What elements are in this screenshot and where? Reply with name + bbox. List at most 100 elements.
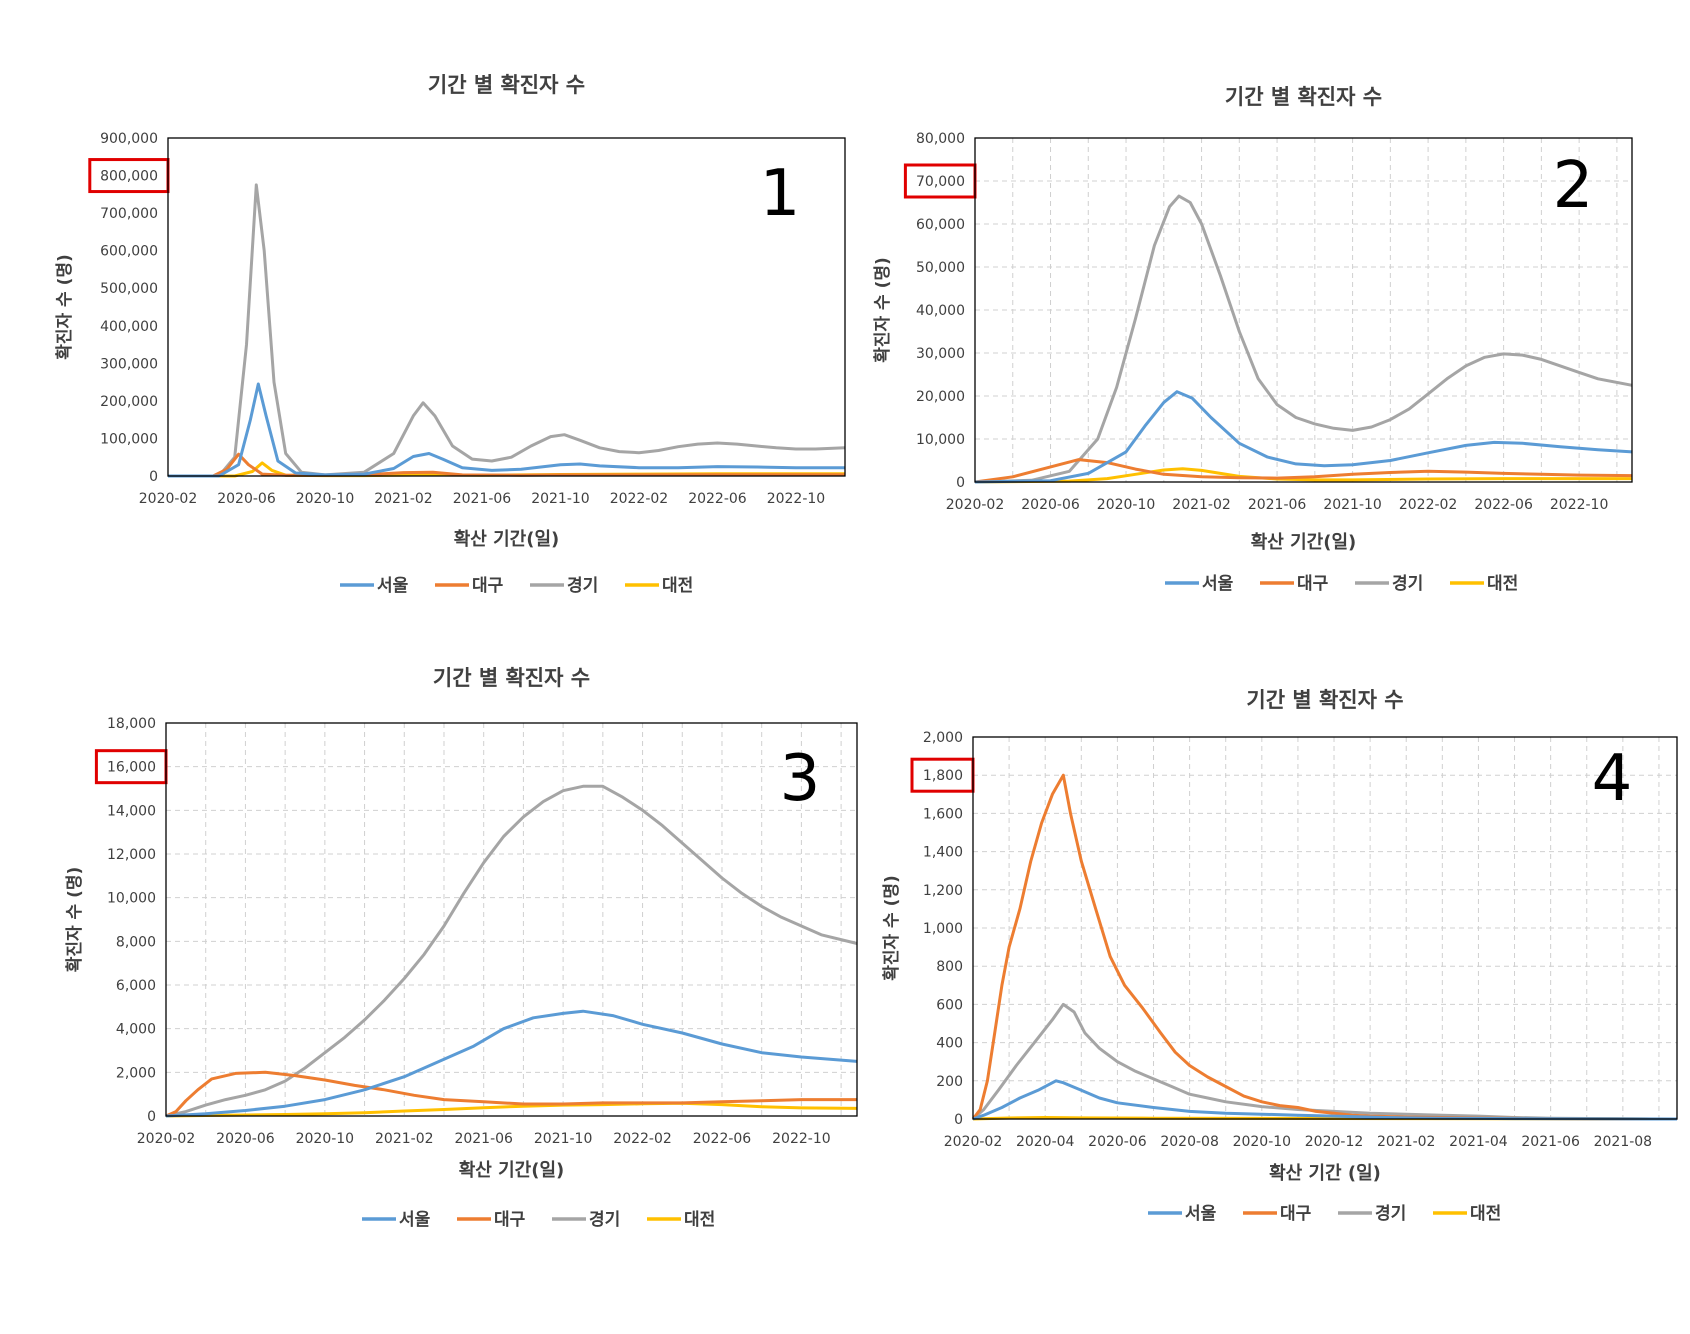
x-axis-label: 확산 기간 (일) <box>1269 1163 1381 1184</box>
legend-label: 경기 <box>567 576 598 596</box>
legend-label: 대구 <box>472 576 504 596</box>
y-tick-label: 0 <box>147 1109 156 1125</box>
legend-label: 대전 <box>662 576 693 596</box>
y-tick-label: 1,600 <box>923 806 963 822</box>
x-tick-label: 2021-06 <box>454 1131 513 1147</box>
x-axis-label: 확산 기간(일) <box>459 1160 565 1181</box>
y-tick-label: 900,000 <box>100 131 158 147</box>
y-tick-label: 60,000 <box>916 217 965 233</box>
x-tick-label: 2021-02 <box>374 491 433 507</box>
y-tick-label: 400 <box>936 1036 963 1052</box>
y-tick-label: 300,000 <box>100 356 158 372</box>
x-tick-label: 2021-06 <box>1521 1134 1580 1150</box>
x-tick-label: 2021-10 <box>534 1131 593 1147</box>
y-tick-label: 40,000 <box>916 303 965 319</box>
x-tick-label: 2021-02 <box>375 1131 434 1147</box>
chart-panel-1: 기간 별 확진자 수 0 100,000 200,000 300,000 400,000 5… <box>55 73 845 596</box>
y-tick-label: 6,000 <box>116 978 156 994</box>
legend-label: 서울 <box>399 1210 431 1230</box>
y-tick-label: 2,000 <box>116 1065 156 1081</box>
panel-number: 2 <box>1553 149 1594 223</box>
x-tick-label: 2021-02 <box>1172 497 1231 513</box>
x-axis-label: 확산 기간(일) <box>1251 532 1357 553</box>
y-tick-label: 1,400 <box>923 845 963 861</box>
y-tick-label: 50,000 <box>916 260 965 276</box>
x-tick-label: 2022-10 <box>767 491 826 507</box>
series-line-대구 <box>166 1072 857 1116</box>
x-tick-label: 2022-02 <box>610 491 669 507</box>
legend-label: 서울 <box>1185 1204 1217 1224</box>
x-tick-label: 2022-06 <box>688 491 747 507</box>
panel-number: 3 <box>780 742 821 816</box>
x-axis-label: 확산 기간(일) <box>454 529 560 550</box>
x-tick-label: 2022-06 <box>1474 497 1533 513</box>
legend-label: 대구 <box>1297 574 1329 594</box>
chart-panel-3: 기간 별 확진자 수02,0004,0006,0008,00010,00012,… <box>65 666 857 1230</box>
series-line-대전 <box>166 1103 857 1116</box>
y-tick-label: 800,000 <box>100 169 158 185</box>
chart-title: 기간 별 확진자 수 <box>1246 688 1403 712</box>
series-line-경기 <box>166 786 857 1116</box>
chart-title: 기간 별 확진자 수 <box>433 666 590 690</box>
legend-label: 경기 <box>589 1210 620 1230</box>
x-tick-label: 2020-10 <box>1233 1134 1292 1150</box>
y-tick-label: 70,000 <box>916 174 965 190</box>
chart-title: 기간 별 확진자 수 <box>1225 85 1382 109</box>
y-tick-label: 10,000 <box>107 891 156 907</box>
x-tick-label: 2020-10 <box>1097 497 1156 513</box>
series-line-대구 <box>973 775 1677 1119</box>
x-tick-label: 2020-08 <box>1160 1134 1219 1150</box>
legend-label: 대전 <box>684 1210 715 1230</box>
x-tick-label: 2020-10 <box>296 491 355 507</box>
y-tick-label: 500,000 <box>100 281 158 297</box>
x-tick-label: 2021-06 <box>453 491 512 507</box>
y-tick-label: 10,000 <box>916 432 965 448</box>
y-tick-label: 100,000 <box>100 431 158 447</box>
x-tick-label: 2020-04 <box>1016 1134 1075 1150</box>
x-tick-label: 2020-06 <box>217 491 276 507</box>
y-tick-label: 30,000 <box>916 346 965 362</box>
series-line-서울 <box>168 384 845 476</box>
x-tick-label: 2022-02 <box>1399 497 1458 513</box>
legend-label: 서울 <box>1202 574 1234 594</box>
plot-frame <box>166 723 857 1116</box>
x-tick-label: 2022-02 <box>613 1131 672 1147</box>
y-tick-label: 14,000 <box>107 803 156 819</box>
y-tick-label: 0 <box>954 1112 963 1128</box>
x-tick-label: 2021-04 <box>1449 1134 1508 1150</box>
y-tick-label: 1,000 <box>923 921 963 937</box>
x-tick-label: 2020-06 <box>216 1131 275 1147</box>
y-axis-label: 확진자 수 (명) <box>873 257 893 363</box>
x-tick-label: 2020-06 <box>1088 1134 1147 1150</box>
y-axis-label: 확진자 수 (명) <box>55 254 75 360</box>
legend-label: 대전 <box>1470 1204 1501 1224</box>
legend-label: 서울 <box>377 576 409 596</box>
y-tick-label: 200 <box>936 1074 963 1090</box>
x-tick-label: 2021-10 <box>531 491 590 507</box>
y-tick-label: 80,000 <box>916 131 965 147</box>
legend-label: 경기 <box>1392 574 1423 594</box>
x-tick-label: 2020-02 <box>139 491 198 507</box>
x-tick-label: 2022-10 <box>772 1131 831 1147</box>
x-tick-label: 2021-08 <box>1594 1134 1653 1150</box>
y-tick-label: 4,000 <box>116 1022 156 1038</box>
x-tick-label: 2020-02 <box>946 497 1005 513</box>
y-tick-label: 0 <box>956 475 965 491</box>
legend-label: 대구 <box>1280 1204 1312 1224</box>
y-tick-label: 1,800 <box>923 768 963 784</box>
y-tick-label: 200,000 <box>100 394 158 410</box>
legend-label: 경기 <box>1375 1204 1406 1224</box>
y-tick-label: 600,000 <box>100 244 158 260</box>
panel-number: 1 <box>760 157 801 231</box>
x-tick-label: 2022-06 <box>693 1131 752 1147</box>
y-tick-label: 800 <box>936 959 963 975</box>
y-tick-label: 12,000 <box>107 847 156 863</box>
chart-panel-4: 기간 별 확진자 수 0 200 400 600 800 1,000 1,200 1,400 1,… <box>882 688 1677 1224</box>
legend-label: 대구 <box>494 1210 526 1230</box>
y-axis-label: 확진자 수 (명) <box>65 867 85 973</box>
x-tick-label: 2020-12 <box>1305 1134 1364 1150</box>
x-tick-label: 2021-02 <box>1377 1134 1436 1150</box>
y-tick-label: 2,000 <box>923 730 963 746</box>
